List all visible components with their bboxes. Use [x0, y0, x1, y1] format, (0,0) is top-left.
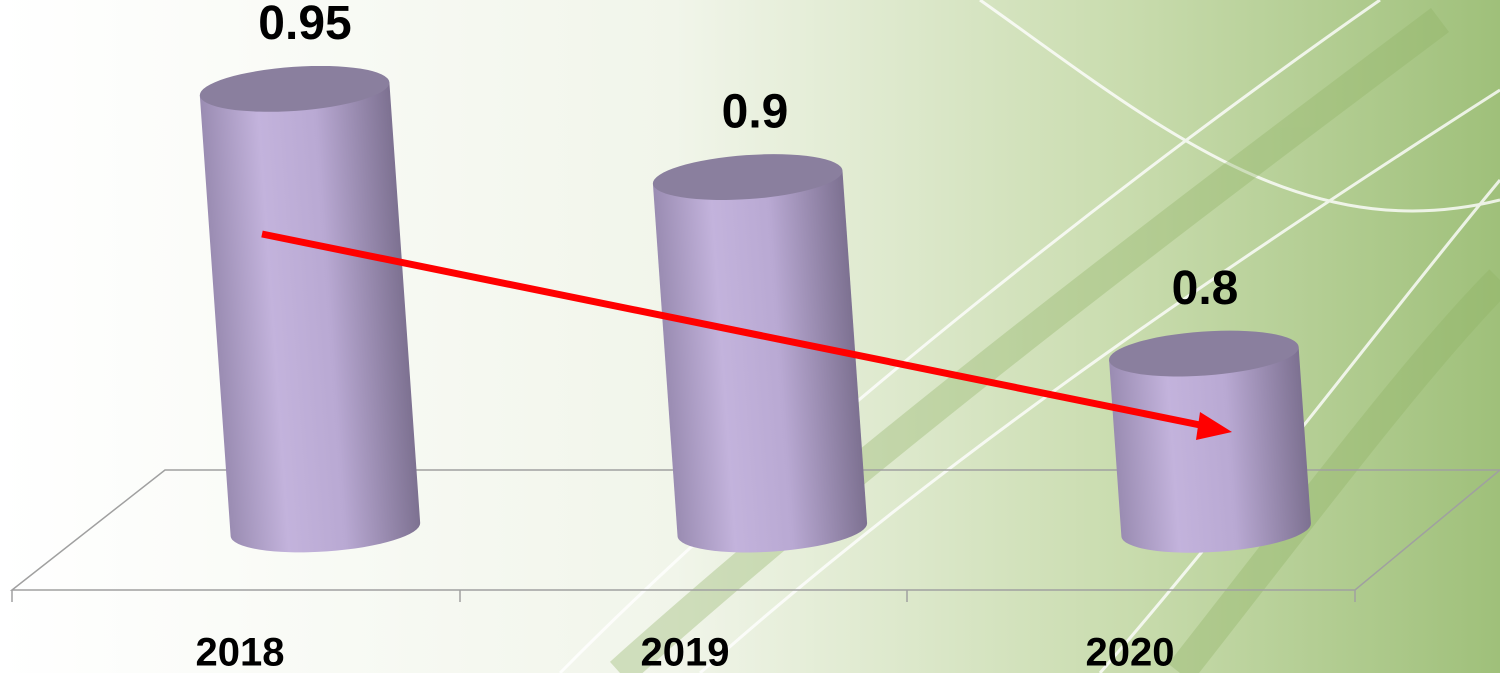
cylinder-body [652, 170, 868, 553]
x-tick-label: 2020 [1086, 631, 1175, 673]
data-label: 0.9 [722, 85, 789, 138]
background-swoosh [558, 0, 1500, 673]
background-band [609, 8, 1500, 673]
x-tick-label: 2019 [641, 631, 730, 673]
cylinder-top [1109, 330, 1299, 377]
axis-ticks [11, 590, 1356, 602]
cylinder-top [652, 154, 843, 201]
cylinder-top [199, 65, 390, 112]
trend-arrow [261, 230, 1232, 440]
x-tick-label: 2018 [196, 631, 285, 673]
cylinder-body [1109, 346, 1311, 553]
bars [199, 65, 1311, 553]
cylinder-body [199, 82, 421, 553]
data-label: 0.95 [258, 0, 351, 50]
data-label: 0.8 [1172, 262, 1239, 315]
